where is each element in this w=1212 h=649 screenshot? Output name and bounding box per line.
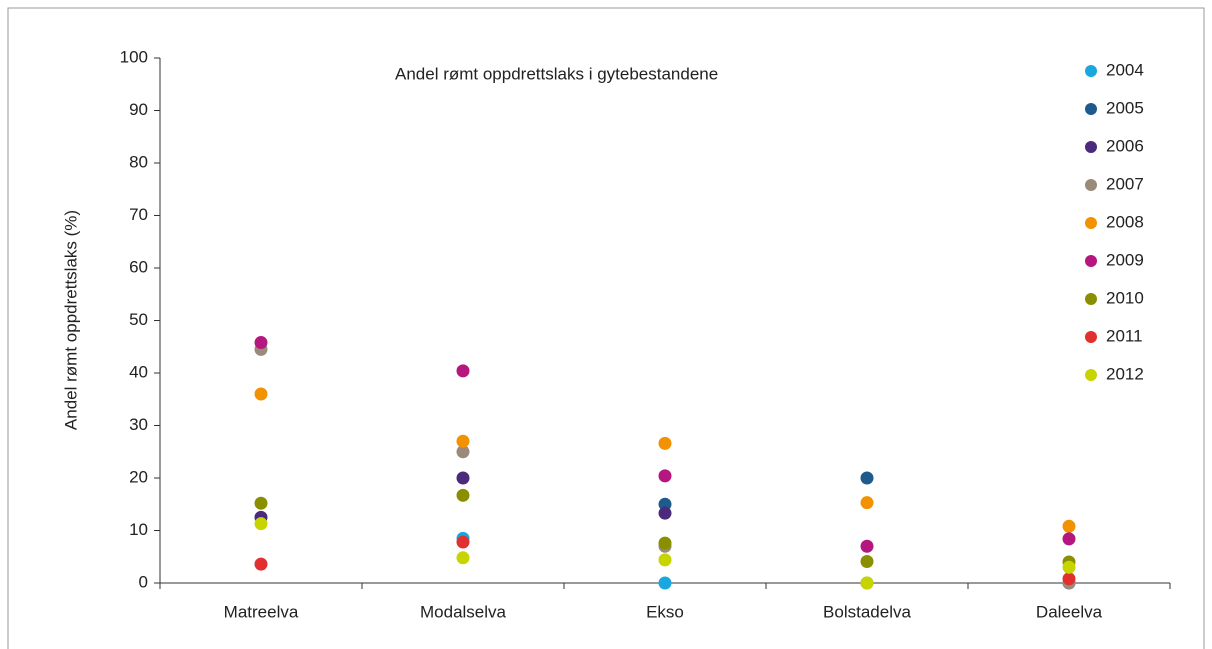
dot: [658, 436, 672, 450]
dot: [254, 336, 268, 350]
legend-label: 2005: [1106, 98, 1144, 117]
legend-label: 2012: [1106, 364, 1144, 383]
dot: [860, 576, 874, 590]
dot: [456, 434, 470, 448]
dot: [860, 554, 874, 568]
y-tick-label: 90: [129, 100, 148, 119]
legend-marker: [1085, 65, 1097, 77]
dot: [658, 553, 672, 567]
legend-marker: [1085, 217, 1097, 229]
y-axis-label: Andel rømt oppdrettslaks (%): [61, 210, 80, 430]
y-tick-label: 20: [129, 467, 148, 486]
dot: [860, 496, 874, 510]
legend-marker: [1085, 141, 1097, 153]
dot: [254, 557, 268, 571]
dot: [456, 445, 470, 459]
x-tick-label: Modalselva: [420, 602, 507, 621]
x-tick-label: Daleelva: [1036, 602, 1103, 621]
legend-label: 2011: [1106, 326, 1143, 345]
dot: [254, 496, 268, 510]
legend-marker: [1085, 103, 1097, 115]
y-tick-label: 100: [120, 47, 148, 66]
dot: [658, 506, 672, 520]
y-tick-label: 40: [129, 362, 148, 381]
legend-label: 2009: [1106, 250, 1144, 269]
dot: [860, 539, 874, 553]
dot: [658, 576, 672, 590]
legend-label: 2007: [1106, 174, 1144, 193]
legend-marker: [1085, 331, 1097, 343]
chart-title: Andel rømt oppdrettslaks i gytebestanden…: [395, 64, 718, 83]
legend-label: 2010: [1106, 288, 1144, 307]
x-tick-label: Ekso: [646, 602, 684, 621]
dot: [456, 535, 470, 549]
legend-marker: [1085, 293, 1097, 305]
dot: [1062, 572, 1076, 586]
y-tick-label: 70: [129, 205, 148, 224]
dot: [658, 536, 672, 550]
y-tick-label: 60: [129, 257, 148, 276]
legend-label: 2004: [1106, 60, 1144, 79]
legend-marker: [1085, 255, 1097, 267]
dot: [1062, 519, 1076, 533]
y-tick-label: 10: [129, 520, 148, 539]
dot: [658, 469, 672, 483]
y-tick-label: 80: [129, 152, 148, 171]
dot: [456, 471, 470, 485]
dot: [1062, 532, 1076, 546]
legend-label: 2008: [1106, 212, 1144, 231]
legend-marker: [1085, 179, 1097, 191]
y-tick-label: 0: [139, 572, 148, 591]
dot: [456, 364, 470, 378]
x-tick-label: Bolstadelva: [823, 602, 911, 621]
dot: [1062, 560, 1076, 574]
dot: [254, 517, 268, 531]
frame: [7, 7, 1205, 649]
y-tick-label: 30: [129, 415, 148, 434]
legend-label: 2006: [1106, 136, 1144, 155]
dot: [658, 497, 672, 511]
dot: [860, 471, 874, 485]
legend-marker: [1085, 369, 1097, 381]
dot: [456, 551, 470, 565]
dot: [254, 387, 268, 401]
x-tick-label: Matreelva: [224, 602, 299, 621]
y-tick-label: 50: [129, 310, 148, 329]
dot: [456, 488, 470, 502]
